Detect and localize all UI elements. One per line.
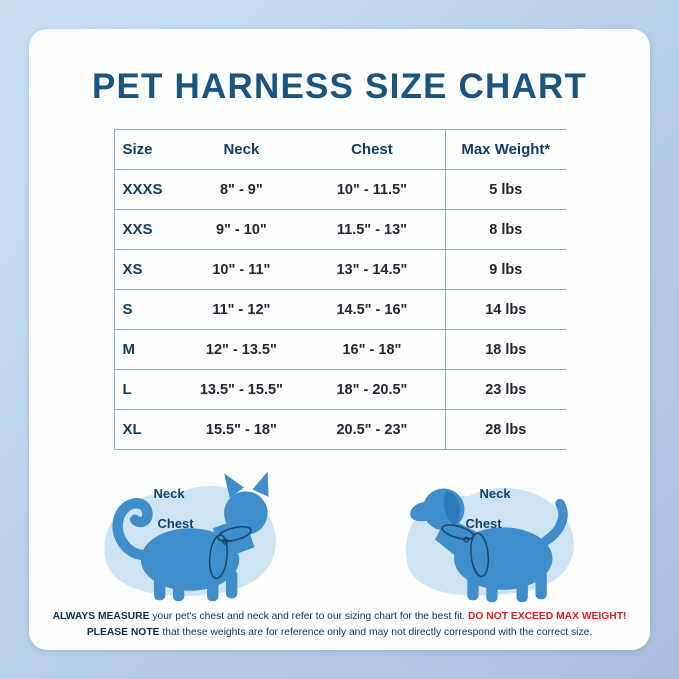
size-cell: M — [114, 329, 184, 370]
page-title: PET HARNESS SIZE CHART — [91, 67, 588, 106]
chest-cell: 11.5" - 13" — [298, 209, 446, 250]
dog-neck-label: Neck — [479, 486, 511, 501]
footer-note-text: that these weights are for reference onl… — [162, 627, 593, 639]
cat-silhouette-icon — [103, 471, 276, 602]
cat-chest-measure-tape-icon — [208, 534, 228, 580]
column-header-chest: Chest — [298, 129, 446, 170]
size-cell: XL — [114, 409, 184, 450]
size-cell: XXS — [114, 209, 184, 250]
max-weight-cell: 28 lbs — [445, 409, 566, 450]
size-cell: XXXS — [114, 169, 184, 210]
chest-cell: 20.5" - 23" — [298, 409, 446, 450]
chest-cell: 16" - 18" — [298, 329, 446, 370]
size-cell: S — [114, 289, 184, 330]
neck-cell: 11" - 12" — [183, 289, 299, 330]
cat-neck-label: Neck — [153, 486, 185, 501]
cat-neck-measure-tape-icon — [216, 525, 252, 542]
column-header-max-weight: Max Weight* — [445, 129, 566, 170]
chest-cell: 13" - 14.5" — [298, 249, 446, 290]
header-row: Size Neck Chest Max Weight* — [114, 129, 566, 170]
neck-cell: 13.5" - 15.5" — [183, 369, 299, 410]
table-row: M 12" - 13.5" 16" - 18" 18 lbs — [114, 329, 566, 370]
table-row: XS 10" - 11" 13" - 14.5" 9 lbs — [114, 249, 566, 290]
size-cell: L — [114, 369, 184, 410]
dog-chest-label: Chest — [465, 516, 502, 531]
max-weight-cell: 14 lbs — [445, 289, 566, 330]
column-header-neck: Neck — [183, 129, 299, 170]
max-weight-cell: 9 lbs — [445, 249, 566, 290]
dog-silhouette-icon — [405, 487, 574, 603]
chest-cell: 10" - 11.5" — [298, 169, 446, 210]
neck-cell: 8" - 9" — [183, 169, 299, 210]
dog-diagram: Neck Chest — [384, 462, 596, 604]
max-weight-cell: 18 lbs — [445, 329, 566, 370]
neck-cell: 10" - 11" — [183, 249, 299, 290]
column-header-size: Size — [114, 129, 184, 170]
max-weight-cell: 23 lbs — [445, 369, 566, 410]
cat-diagram: Neck Chest — [84, 462, 296, 604]
chest-cell: 14.5" - 16" — [298, 289, 446, 330]
footer-measure-text: your pet's chest and neck and refer to o… — [152, 611, 466, 623]
always-measure-text: ALWAYS MEASURE — [52, 611, 150, 623]
table-row: XXXS 8" - 9" 10" - 11.5" 5 lbs — [114, 169, 566, 210]
table-row: S 11" - 12" 14.5" - 16" 14 lbs — [114, 289, 566, 330]
neck-cell: 12" - 13.5" — [183, 329, 299, 370]
footer-line-2: PLEASE NOTE that these weights are for r… — [29, 625, 650, 641]
footer-line-1: ALWAYS MEASURE your pet's chest and neck… — [29, 609, 650, 625]
chest-cell: 18" - 20.5" — [298, 369, 446, 410]
cat-chest-label: Chest — [157, 516, 194, 531]
dog-chest-measure-tape-icon — [469, 532, 489, 578]
size-cell: XS — [114, 249, 184, 290]
neck-cell: 9" - 10" — [183, 209, 299, 250]
footer-note: ALWAYS MEASURE your pet's chest and neck… — [29, 609, 650, 641]
please-note-text: PLEASE NOTE — [86, 627, 160, 639]
max-weight-cell: 8 lbs — [445, 209, 566, 250]
table-row: XXS 9" - 10" 11.5" - 13" 8 lbs — [114, 209, 566, 250]
table-row: XL 15.5" - 18" 20.5" - 23" 28 lbs — [114, 409, 566, 450]
max-weight-warning-text: DO NOT EXCEED MAX WEIGHT! — [467, 611, 627, 623]
neck-cell: 15.5" - 18" — [183, 409, 299, 450]
size-chart-table: Size Neck Chest Max Weight* XXXS 8" - 9"… — [113, 129, 566, 450]
content-card: PET HARNESS SIZE CHART Size Neck Chest M… — [29, 29, 650, 650]
table-row: L 13.5" - 15.5" 18" - 20.5" 23 lbs — [114, 369, 566, 410]
measurement-diagrams: Neck Chest — [84, 462, 596, 604]
max-weight-cell: 5 lbs — [445, 169, 566, 210]
size-chart-table-wrap: Size Neck Chest Max Weight* XXXS 8" - 9"… — [113, 129, 566, 450]
